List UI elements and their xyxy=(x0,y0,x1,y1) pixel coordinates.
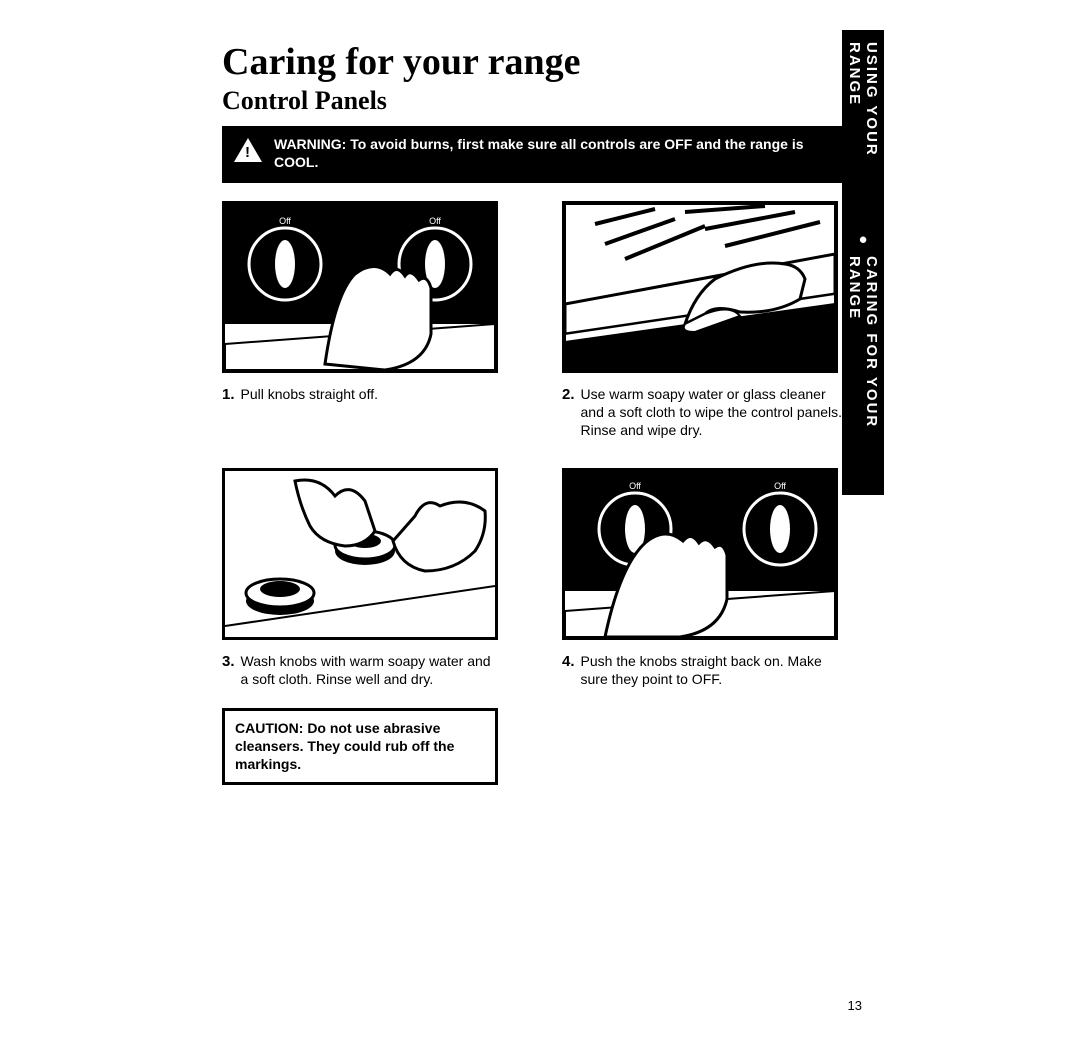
page-number: 13 xyxy=(848,998,862,1013)
step-3: 3. Wash knobs with warm soapy water and … xyxy=(222,468,502,688)
sidetab-line1: USING YOUR RANGE xyxy=(846,42,880,225)
page-title: Caring for your range xyxy=(222,40,882,84)
warning-text: WARNING: To avoid burns, first make sure… xyxy=(274,136,832,171)
caption-4: 4. Push the knobs straight back on. Make… xyxy=(562,652,842,688)
svg-text:Off: Off xyxy=(774,481,786,491)
section-title: Control Panels xyxy=(222,86,882,116)
caption-1: 1. Pull knobs straight off. xyxy=(222,385,502,405)
step-text: Use warm soapy water or glass cleaner an… xyxy=(581,385,842,440)
step-num: 3. xyxy=(222,652,235,688)
manual-page: Caring for your range Control Panels WAR… xyxy=(222,40,882,785)
step-1: Off Off rear 1. Pull knobs straight off. xyxy=(222,201,502,440)
caption-2: 2. Use warm soapy water or glass cleaner… xyxy=(562,385,842,440)
step-num: 4. xyxy=(562,652,575,688)
steps-grid: Off Off rear 1. Pull knobs straight off. xyxy=(222,201,844,688)
warning-banner: WARNING: To avoid burns, first make sure… xyxy=(222,126,844,183)
step-num: 2. xyxy=(562,385,575,440)
side-tab: USING YOUR RANGE ● CARING FOR YOUR RANGE xyxy=(842,30,884,495)
svg-text:Off: Off xyxy=(629,481,641,491)
svg-text:Off: Off xyxy=(429,216,441,226)
step-text: Pull knobs straight off. xyxy=(241,385,378,405)
step-4: Off Off rear 4. Push the knobs straight … xyxy=(562,468,842,688)
step-text: Wash knobs with warm soapy water and a s… xyxy=(241,652,502,688)
svg-text:rear: rear xyxy=(473,328,489,338)
illustration-4: Off Off rear xyxy=(562,468,838,640)
illustration-3 xyxy=(222,468,498,640)
step-num: 1. xyxy=(222,385,235,405)
caution-box: CAUTION: Do not use abrasive cleansers. … xyxy=(222,708,498,785)
svg-text:Off: Off xyxy=(279,216,291,226)
step-text: Push the knobs straight back on. Make su… xyxy=(581,652,842,688)
sidetab-line2: CARING FOR YOUR RANGE xyxy=(846,256,880,495)
illustration-2 xyxy=(562,201,838,373)
illustration-1: Off Off rear xyxy=(222,201,498,373)
warning-icon xyxy=(234,138,262,162)
caption-3: 3. Wash knobs with warm soapy water and … xyxy=(222,652,502,688)
sidetab-dot: ● xyxy=(855,231,872,250)
step-2: 2. Use warm soapy water or glass cleaner… xyxy=(562,201,842,440)
svg-text:rear: rear xyxy=(813,595,829,605)
